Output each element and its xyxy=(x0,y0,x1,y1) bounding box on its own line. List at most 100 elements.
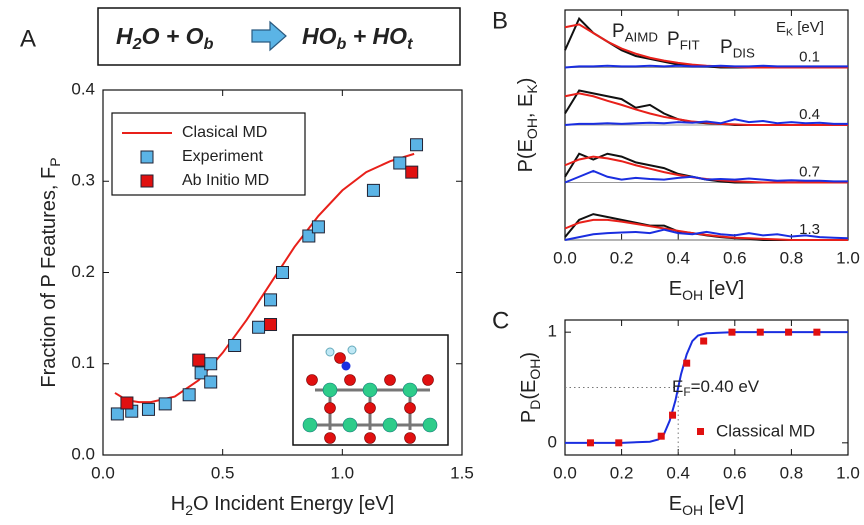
y-axis-label: Fraction of P Features, FP xyxy=(38,157,62,387)
data-point xyxy=(194,366,208,380)
legend-swatch xyxy=(140,174,154,188)
series-label: PFIT xyxy=(667,29,700,52)
y-tick-label: 0 xyxy=(548,432,557,451)
y-tick-label: 0.3 xyxy=(71,171,95,190)
text-piece: O Incident Energy [eV] xyxy=(193,493,394,515)
data-line xyxy=(564,64,848,69)
x-tick-label: 0.2 xyxy=(610,463,634,482)
legend-swatch xyxy=(697,428,704,435)
data-point xyxy=(615,439,623,447)
subscript: OH xyxy=(682,287,703,303)
data-point xyxy=(141,402,155,416)
atom xyxy=(364,432,376,444)
data-point xyxy=(586,439,594,447)
data-point xyxy=(264,318,278,332)
text-piece: E xyxy=(669,278,682,300)
atom xyxy=(384,374,396,386)
atom xyxy=(341,361,351,371)
panel-title: EK [eV] xyxy=(776,19,824,38)
y-tick-label: 0.0 xyxy=(71,444,95,463)
text-piece: P xyxy=(518,410,540,423)
data-point xyxy=(700,337,708,345)
atom xyxy=(325,347,335,357)
text-piece: [eV] xyxy=(703,278,744,300)
x-tick-label: 1.0 xyxy=(836,463,860,482)
text-piece: E xyxy=(672,377,683,396)
atom xyxy=(402,382,418,398)
panel-label: B xyxy=(492,7,508,34)
legend-swatch xyxy=(140,150,154,164)
atom xyxy=(404,402,416,414)
atom xyxy=(334,352,346,364)
data-point xyxy=(657,432,665,440)
x-tick-label: 0.4 xyxy=(666,248,690,267)
data-point xyxy=(120,396,134,410)
text-piece: ) xyxy=(515,78,537,85)
atom xyxy=(422,417,438,433)
text-piece: P(E xyxy=(515,139,537,172)
data-point xyxy=(204,357,218,371)
text-piece: Fraction of P Features, F xyxy=(38,167,60,388)
data-point xyxy=(410,138,424,152)
subscript: t xyxy=(407,35,413,53)
x-tick-label: 0.2 xyxy=(610,248,634,267)
data-point xyxy=(366,183,380,197)
text-piece: E xyxy=(669,493,682,515)
data-point xyxy=(264,293,278,307)
text-piece: P xyxy=(612,21,625,42)
data-line xyxy=(565,331,848,444)
panel-energy: 0.7 xyxy=(799,163,820,180)
data-line xyxy=(564,228,849,241)
data-point xyxy=(228,339,242,352)
text-piece: P xyxy=(720,37,733,58)
subscript: AIMD xyxy=(625,29,658,44)
y-axis-label: PD(EOH) xyxy=(518,352,542,423)
data-line xyxy=(564,218,848,241)
x-axis-label: H2O Incident Energy [eV] xyxy=(171,493,394,517)
subscript: FIT xyxy=(680,37,700,52)
data-point xyxy=(669,411,677,419)
reaction-left: H2O + Ob xyxy=(116,23,214,53)
y-axis-label: P(EOH, EK) xyxy=(515,78,539,173)
atom xyxy=(362,382,378,398)
x-tick-label: 1.0 xyxy=(836,248,860,267)
text-piece: O + O xyxy=(142,23,204,49)
panel-label: C xyxy=(492,307,509,334)
data-point xyxy=(110,407,124,421)
inset-atoms-green xyxy=(302,382,438,433)
panel-energy: 0.1 xyxy=(799,48,820,65)
atom xyxy=(364,402,376,414)
text-piece: + HO xyxy=(346,23,407,49)
data-point xyxy=(252,320,266,334)
text-piece: P xyxy=(667,29,680,50)
data-point xyxy=(204,375,218,389)
data-line xyxy=(114,152,415,404)
data-point xyxy=(683,359,691,367)
text-piece: =0.40 eV xyxy=(691,377,760,396)
data-point xyxy=(276,266,289,279)
text-piece: , E xyxy=(515,94,537,118)
x-tick-label: 1.5 xyxy=(450,463,474,482)
data-point xyxy=(192,353,206,367)
x-tick-label: 0.0 xyxy=(91,463,115,482)
atom xyxy=(324,432,336,444)
atom xyxy=(404,432,416,444)
y-tick-label: 1 xyxy=(548,322,557,341)
atom xyxy=(324,402,336,414)
atom xyxy=(422,374,434,386)
data-point xyxy=(158,397,172,411)
x-tick-label: 0.4 xyxy=(666,463,690,482)
subscript: DIS xyxy=(733,45,755,60)
subscript: K xyxy=(524,84,540,94)
subscript: K xyxy=(786,26,793,38)
y-tick-label: 0.2 xyxy=(71,262,95,281)
data-point xyxy=(302,229,316,243)
x-tick-label: 0.0 xyxy=(553,248,577,267)
atom xyxy=(302,417,318,433)
data-point xyxy=(182,388,196,402)
data-line xyxy=(564,118,848,126)
subscript: P xyxy=(47,157,63,166)
data-point xyxy=(728,328,736,336)
atom xyxy=(382,417,398,433)
